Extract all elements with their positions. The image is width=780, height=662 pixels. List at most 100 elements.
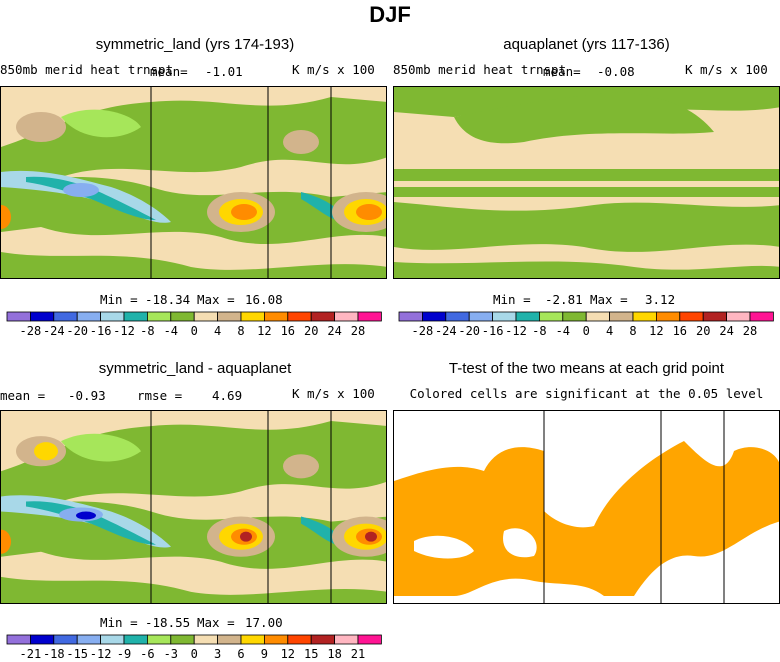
max-label-tl: Max = <box>197 292 235 307</box>
colorbar-box <box>310 634 336 645</box>
colorbar-tick-label: 4 <box>214 324 221 338</box>
colorbar-tick-label: -24 <box>43 324 65 338</box>
colorbar-box <box>100 311 125 322</box>
negative-region <box>63 183 99 197</box>
colorbar-tick-label: -18 <box>43 647 65 661</box>
colorbar-tr: -28 -24 -20 -16 -12 -8 -4 0 4 8 12 16 20 24 28 <box>398 311 774 338</box>
max-value-tl: 16.08 <box>245 292 283 307</box>
colorbar-tick-label: -28 <box>20 324 42 338</box>
colorbar-box <box>240 634 265 645</box>
negative-region <box>76 511 96 520</box>
colorbar-tick-label: 9 <box>261 647 268 661</box>
non-significant-region <box>414 535 474 559</box>
colorbar-box <box>468 311 493 322</box>
colorbar-box <box>515 311 540 322</box>
colorbar-tick-label: -12 <box>505 324 527 338</box>
colorbar-tick-label: 4 <box>606 324 613 338</box>
colorbar-box <box>146 634 172 645</box>
positive-band <box>394 187 779 197</box>
colorbar-tick-label: 8 <box>237 324 244 338</box>
colorbar-tick-label: 0 <box>583 324 590 338</box>
positive-lobe <box>1 205 11 229</box>
positive-lobe <box>365 531 377 542</box>
main-title: DJF <box>369 2 411 27</box>
map-difference <box>0 410 387 604</box>
colorbar-box <box>100 634 125 645</box>
colorbar-box <box>726 311 751 322</box>
colorbar-box <box>287 634 312 645</box>
colorbar-box <box>193 634 218 645</box>
colorbar-box <box>146 311 172 322</box>
non-significant-region <box>503 528 537 558</box>
colorbar-box <box>53 311 78 322</box>
colorbar-tick-label: 12 <box>281 647 295 661</box>
panel-title-aquaplanet: aquaplanet (yrs 117-136) <box>503 36 670 53</box>
colorbar-tick-label: 20 <box>304 324 318 338</box>
colorbar-tick-label: 15 <box>304 647 318 661</box>
min-label-tl: Min = <box>100 292 138 307</box>
colorbar-box <box>287 311 312 322</box>
positive-region <box>1 576 386 603</box>
colorbar-box <box>76 634 101 645</box>
colorbar-tick-label: -28 <box>412 324 434 338</box>
colorbar-tick-label: 0 <box>191 647 198 661</box>
colorbar-tick-label: 18 <box>327 647 341 661</box>
contour-region <box>61 109 141 138</box>
positive-lobe <box>240 531 252 542</box>
positive-lobe <box>231 204 257 220</box>
colorbar-box <box>357 311 382 322</box>
min-value-bl: -18.55 <box>145 615 191 630</box>
significant-region <box>394 441 779 596</box>
colorbar-tick-label: 21 <box>351 647 365 661</box>
colorbar-tick-label: -12 <box>90 647 112 661</box>
colorbar-box <box>76 311 101 322</box>
colorbar-box <box>585 311 610 322</box>
colorbar-box <box>398 311 423 322</box>
colorbar-box <box>538 311 564 322</box>
contour-region <box>16 112 66 142</box>
colorbar-box <box>240 311 265 322</box>
colorbar-tick-label: 24 <box>327 324 341 338</box>
colorbar-tick-label: 16 <box>673 324 687 338</box>
colorbar-tick-label: 20 <box>696 324 710 338</box>
units-bl: K m/s x 100 <box>292 386 375 401</box>
positive-region <box>454 92 714 144</box>
colorbar-box <box>217 634 242 645</box>
colorbar-tick-label: -20 <box>66 324 88 338</box>
colorbar-tick-label: 12 <box>649 324 663 338</box>
colorbar-box <box>6 634 31 645</box>
colorbar-box <box>193 311 218 322</box>
mean-value-tr: -0.08 <box>597 64 635 79</box>
map-symmetric-land <box>0 86 387 279</box>
contour-region <box>61 433 141 462</box>
colorbar-box <box>334 311 359 322</box>
max-value-bl: 17.00 <box>245 615 283 630</box>
mean-label-tr: mean= <box>543 64 581 79</box>
units-tr: K m/s x 100 <box>685 62 768 77</box>
colorbar-box <box>334 634 359 645</box>
colorbar-box <box>609 311 634 322</box>
field-label-tl: 850mb merid heat trnspt <box>0 62 174 77</box>
min-label-tr: Min = <box>493 292 531 307</box>
contour-region <box>283 454 319 479</box>
mean-value-bl: -0.93 <box>68 388 106 403</box>
colorbar-tick-label: 3 <box>214 647 221 661</box>
min-value-tr: -2.81 <box>545 292 583 307</box>
colorbar-box <box>702 311 728 322</box>
field-label-tr: 850mb merid heat trnspt <box>393 62 567 77</box>
ttest-subtitle: Colored cells are significant at the 0.0… <box>409 386 764 401</box>
colorbar-tick-label: -12 <box>113 324 135 338</box>
colorbar-box <box>263 634 289 645</box>
colorbar-tick-label: -20 <box>458 324 480 338</box>
colorbar-tick-label: -16 <box>482 324 504 338</box>
colorbar-box <box>170 634 195 645</box>
positive-lobe <box>34 442 58 461</box>
max-label-bl: Max = <box>197 615 235 630</box>
colorbar-tick-label: -21 <box>20 647 42 661</box>
colorbar-tick-label: -6 <box>140 647 154 661</box>
colorbar-tl: -28 -24 -20 -16 -12 -8 -4 0 4 8 12 16 20 24 28 <box>6 311 382 338</box>
colorbar-box <box>749 311 774 322</box>
colorbar-box <box>29 634 55 645</box>
colorbar-tick-label: -24 <box>435 324 457 338</box>
colorbar-tick-label: 28 <box>743 324 757 338</box>
